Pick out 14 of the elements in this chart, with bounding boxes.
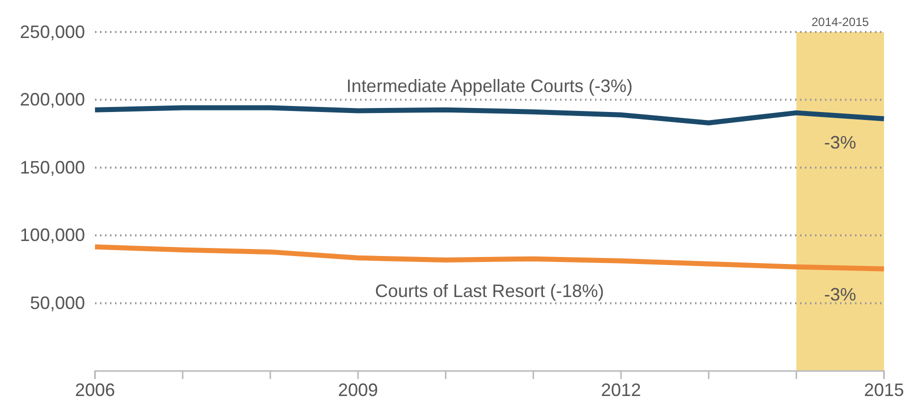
- y-tick-label: 200,000: [20, 90, 85, 110]
- x-tick-label: 2012: [600, 380, 642, 400]
- series-label: Courts of Last Resort (-18%): [374, 280, 604, 301]
- y-tick-label: 250,000: [20, 22, 85, 42]
- series-label: Intermediate Appellate Courts (-3%): [346, 76, 633, 96]
- annotation: -3%: [824, 284, 856, 305]
- x-tick-label: 2015: [864, 380, 904, 400]
- x-tick-label: 2009: [338, 380, 378, 400]
- y-tick-label: 150,000: [20, 157, 85, 178]
- annotation: -3%: [824, 132, 856, 153]
- y-tick-label: 50,000: [30, 292, 85, 313]
- band-label: 2014-2015: [811, 15, 870, 29]
- y-tick-label: 100,000: [20, 225, 85, 246]
- x-tick-label: 2006: [74, 380, 116, 400]
